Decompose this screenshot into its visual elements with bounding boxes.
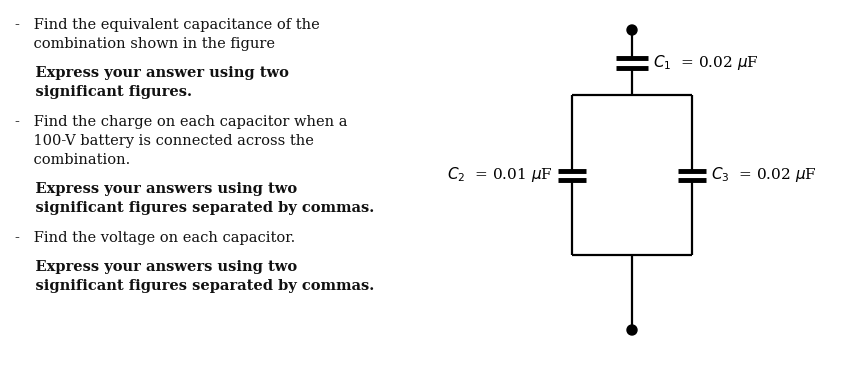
- Text: combination.: combination.: [15, 153, 131, 167]
- Text: $C_2$  = 0.01 $\mu$F: $C_2$ = 0.01 $\mu$F: [448, 166, 553, 184]
- Text: Express your answers using two: Express your answers using two: [15, 183, 297, 197]
- Text: -   Find the voltage on each capacitor.: - Find the voltage on each capacitor.: [15, 231, 295, 245]
- Text: -   Find the charge on each capacitor when a: - Find the charge on each capacitor when…: [15, 115, 348, 129]
- Text: Express your answer using two: Express your answer using two: [15, 67, 289, 81]
- Circle shape: [627, 25, 637, 35]
- Text: significant figures separated by commas.: significant figures separated by commas.: [15, 279, 374, 293]
- Text: Express your answers using two: Express your answers using two: [15, 260, 297, 274]
- Text: $C_3$  = 0.02 $\mu$F: $C_3$ = 0.02 $\mu$F: [711, 166, 817, 184]
- Text: 100-V battery is connected across the: 100-V battery is connected across the: [15, 134, 314, 148]
- Circle shape: [627, 325, 637, 335]
- Text: significant figures separated by commas.: significant figures separated by commas.: [15, 201, 374, 215]
- Text: significant figures.: significant figures.: [15, 85, 192, 99]
- Text: -   Find the equivalent capacitance of the: - Find the equivalent capacitance of the: [15, 18, 320, 32]
- Text: $C_1$  = 0.02 $\mu$F: $C_1$ = 0.02 $\mu$F: [653, 53, 759, 72]
- Text: combination shown in the figure: combination shown in the figure: [15, 37, 275, 51]
